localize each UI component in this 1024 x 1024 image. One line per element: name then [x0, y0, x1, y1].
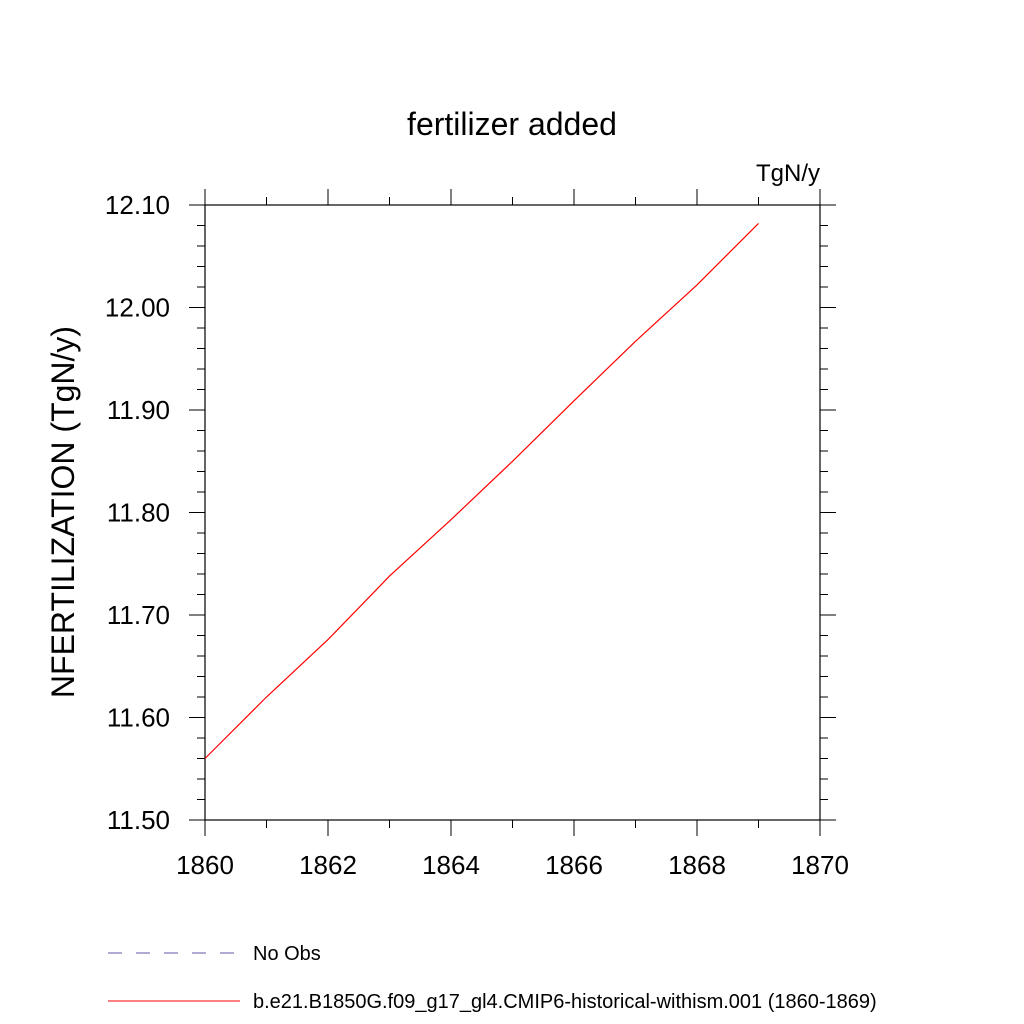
x-tick-label: 1868	[668, 850, 726, 880]
y-tick-label: 11.60	[107, 703, 170, 733]
series-layer	[204, 222, 759, 759]
x-axis: 1860 1862 1864 1866 1868 1870	[176, 189, 849, 880]
y-tick-label: 11.80	[107, 498, 170, 528]
series-line	[204, 222, 759, 759]
x-tick-label: 1864	[422, 850, 480, 880]
x-tick-label: 1870	[791, 850, 849, 880]
units-label: TgN/y	[756, 160, 820, 187]
legend: No Obs b.e21.B1850G.f09_g17_gl4.CMIP6-hi…	[108, 943, 877, 1013]
y-axis-label: NFERTILIZATION (TgN/y)	[45, 326, 81, 698]
y-tick-label: 11.90	[107, 395, 170, 425]
y-axis: 11.50 11.60 11.70 11.80 11.90 12.00 12.10	[105, 190, 836, 835]
x-tick-label: 1860	[176, 850, 234, 880]
y-tick-label: 12.10	[105, 190, 170, 220]
x-tick-label: 1862	[299, 850, 357, 880]
y-tick-label: 11.50	[107, 805, 170, 835]
legend-label-series: b.e21.B1850G.f09_g17_gl4.CMIP6-historica…	[253, 991, 877, 1013]
legend-label-no-obs: No Obs	[253, 943, 321, 965]
chart-title: fertilizer added	[407, 106, 617, 142]
y-tick-label: 11.70	[107, 600, 170, 630]
x-tick-label: 1866	[545, 850, 603, 880]
y-tick-label: 12.00	[105, 293, 170, 323]
plot-frame	[204, 204, 821, 821]
